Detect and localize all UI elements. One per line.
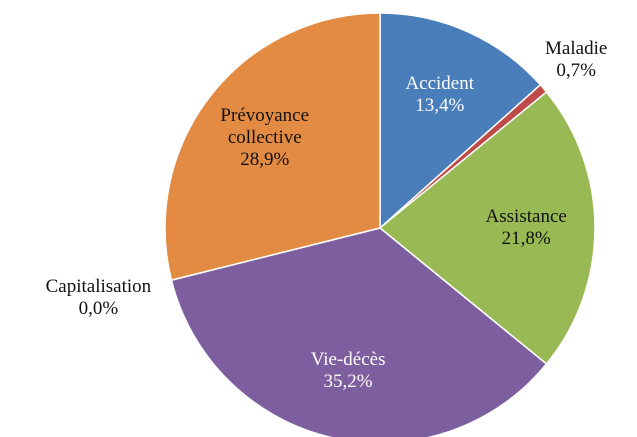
value-label: 28,9% bbox=[240, 149, 290, 171]
pie-slice bbox=[164, 12, 381, 282]
category-name: Assistance bbox=[485, 206, 567, 227]
slice-label: Prévoyance collective 28,9% bbox=[205, 105, 325, 171]
slice-label: Capitalisation 0,0% bbox=[23, 276, 173, 320]
category-name: Capitalisation bbox=[45, 276, 152, 298]
category-name: Prévoyance collective bbox=[220, 105, 310, 149]
slice-label: Accident 13,4% bbox=[365, 73, 515, 117]
pie-slice bbox=[170, 227, 548, 437]
value-label: 35,2% bbox=[323, 370, 373, 392]
value-label: 0,7% bbox=[556, 60, 596, 82]
value-label: 21,8% bbox=[501, 228, 551, 249]
category-name: Maladie bbox=[545, 38, 608, 60]
slice-label: Maladie 0,7% bbox=[501, 38, 637, 82]
pie-slice bbox=[379, 12, 542, 230]
value-label: 13,4% bbox=[415, 94, 465, 116]
slice-label: Assistance 21,8% bbox=[451, 206, 601, 250]
value-label: 0,0% bbox=[78, 298, 119, 320]
pie-slice bbox=[378, 90, 596, 366]
category-name: Vie-décès bbox=[310, 348, 386, 370]
slice-label: Vie-décès 35,2% bbox=[273, 349, 423, 393]
category-name: Accident bbox=[405, 72, 475, 94]
